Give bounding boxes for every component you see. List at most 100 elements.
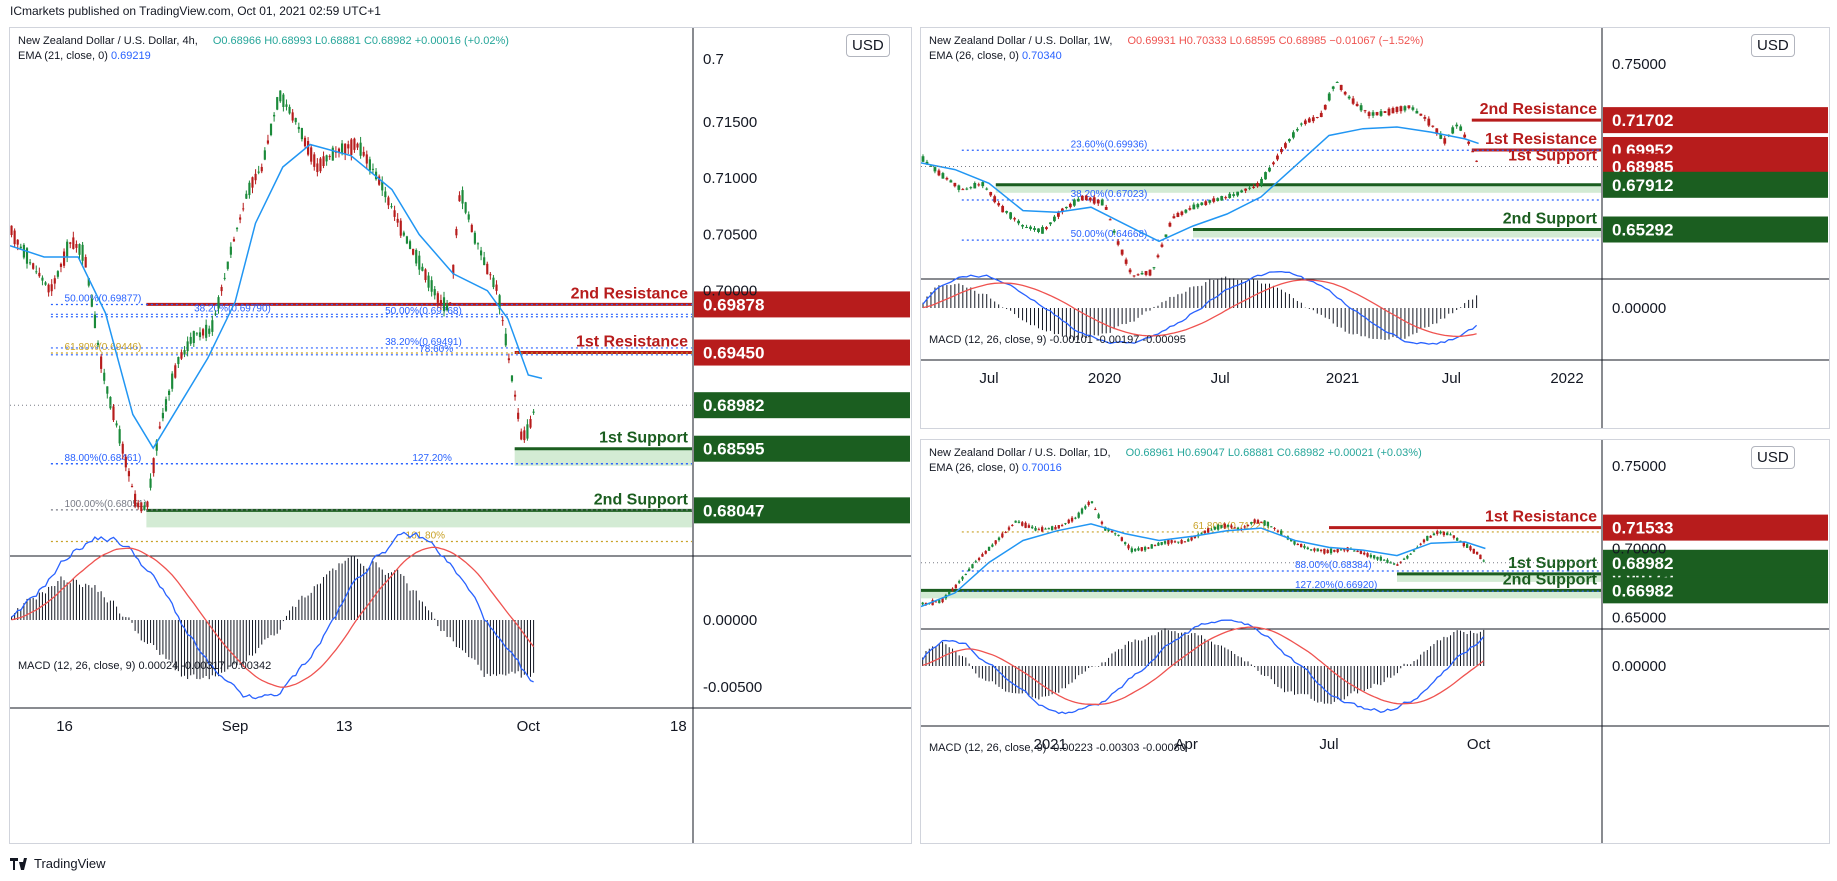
candle-body [442, 297, 446, 311]
candle-body [1041, 527, 1044, 532]
candle-body [96, 342, 100, 345]
tradingview-brand[interactable]: TradingView [10, 856, 106, 871]
candle-body [127, 471, 131, 477]
candle-body [1295, 129, 1299, 131]
candle-body [365, 154, 368, 164]
macd-signal-value: -0.00080 [1142, 742, 1186, 754]
candle-body [402, 232, 405, 236]
ema-line [921, 523, 1486, 608]
candle-body [1423, 117, 1427, 119]
candle-body [1336, 549, 1339, 553]
candle-body [921, 156, 925, 162]
candle-body [1319, 112, 1323, 118]
x-label-3: Oct [1467, 736, 1491, 753]
candle-body [504, 333, 507, 346]
level-price-1: 0.69450 [703, 344, 764, 363]
candle-body [72, 237, 75, 249]
level-tag-3 [1603, 171, 1828, 198]
fib-label-9: 161.80% [406, 531, 446, 542]
candle-body [1152, 267, 1156, 269]
candle-body [1114, 533, 1117, 535]
x-label-1: Apr [1175, 736, 1198, 753]
macd-tick-1: -0.00500 [703, 679, 762, 696]
candle-body [430, 280, 433, 292]
candle-body [1180, 540, 1183, 544]
candle-body [977, 558, 981, 560]
candle-body [316, 163, 319, 173]
candle-body [152, 458, 155, 474]
candle-body [387, 197, 390, 206]
candle-body [921, 602, 924, 605]
candle-body [1005, 211, 1009, 213]
candle-body [1260, 178, 1263, 186]
candle-body [1177, 541, 1180, 543]
fib-label-1: 38.20%(0.67023) [1071, 189, 1148, 200]
candle-body [1024, 522, 1027, 528]
candle-body [424, 269, 427, 281]
level-price-2: 0.66982 [1612, 581, 1673, 600]
current-price-value: 0.68982 [1612, 554, 1673, 573]
candle-body [1220, 525, 1223, 528]
candle-body [1170, 540, 1173, 543]
candle-body [310, 147, 313, 162]
candle-body [941, 598, 944, 603]
chart-panel-4h[interactable]: 2nd Resistance 0.69878 1st Resistance 0.694… [9, 27, 912, 844]
candle-body [276, 97, 279, 110]
candle-body [1436, 531, 1439, 534]
candle-body [984, 551, 987, 554]
candle-body [405, 236, 409, 244]
candle-body [1431, 125, 1435, 127]
candle-body [1037, 228, 1040, 233]
candle-body [981, 182, 985, 187]
candle-body [1288, 139, 1291, 142]
candle-body [1124, 259, 1128, 264]
chart-panel-1w[interactable]: 2nd Resistance 0.71702 1st Resistance 0.699… [920, 27, 1830, 429]
candle-body [1080, 508, 1084, 514]
currency-button-1w[interactable]: USD [1751, 34, 1795, 57]
chart-svg-4h[interactable]: 2nd Resistance 0.69878 1st Resistance 0.694… [10, 28, 911, 843]
candle-body [1323, 104, 1327, 110]
candle-body [1136, 274, 1140, 276]
candle-body [1276, 155, 1279, 160]
candle-body [520, 431, 523, 440]
candle-body [1072, 199, 1076, 206]
candle-body [1173, 541, 1177, 543]
candle-body [1303, 545, 1306, 548]
candle-body [390, 206, 393, 208]
candle-body [1204, 201, 1208, 205]
candle-body [1108, 219, 1112, 221]
candle-body [461, 190, 464, 204]
y-tick-3: 0.70000 [703, 283, 757, 300]
symbol-label: New Zealand Dollar / U.S. Dollar, 1W, [929, 35, 1113, 47]
candle-body [1290, 539, 1293, 542]
candle-body [1309, 549, 1313, 551]
level-label-4: 2nd Support [1503, 211, 1598, 228]
candle-body [319, 158, 322, 172]
candle-body [291, 112, 294, 121]
candle-body [177, 357, 180, 365]
candle-body [1252, 186, 1255, 188]
y-tick-0: 0.71500 [703, 114, 757, 131]
fib-label-0: 23.60%(0.69936) [1071, 139, 1148, 150]
candle-body [1386, 559, 1389, 563]
candle-body [1415, 110, 1419, 114]
candle-body [1284, 143, 1287, 148]
candle-body [1331, 86, 1335, 89]
candle-body [1033, 228, 1036, 230]
macd-line [922, 270, 1478, 345]
support-zone [995, 184, 1601, 193]
currency-button-4h[interactable]: USD [846, 34, 890, 57]
candle-body [1192, 204, 1196, 210]
candle-body [143, 505, 146, 511]
candle-body [353, 138, 356, 150]
candle-body [1335, 81, 1339, 83]
level-label-1: 1st Support [1508, 555, 1598, 572]
currency-button-1d[interactable]: USD [1751, 446, 1795, 469]
candle-body [16, 239, 19, 245]
candle-body [106, 386, 109, 394]
candle-body [180, 352, 183, 359]
candle-body [121, 443, 124, 454]
